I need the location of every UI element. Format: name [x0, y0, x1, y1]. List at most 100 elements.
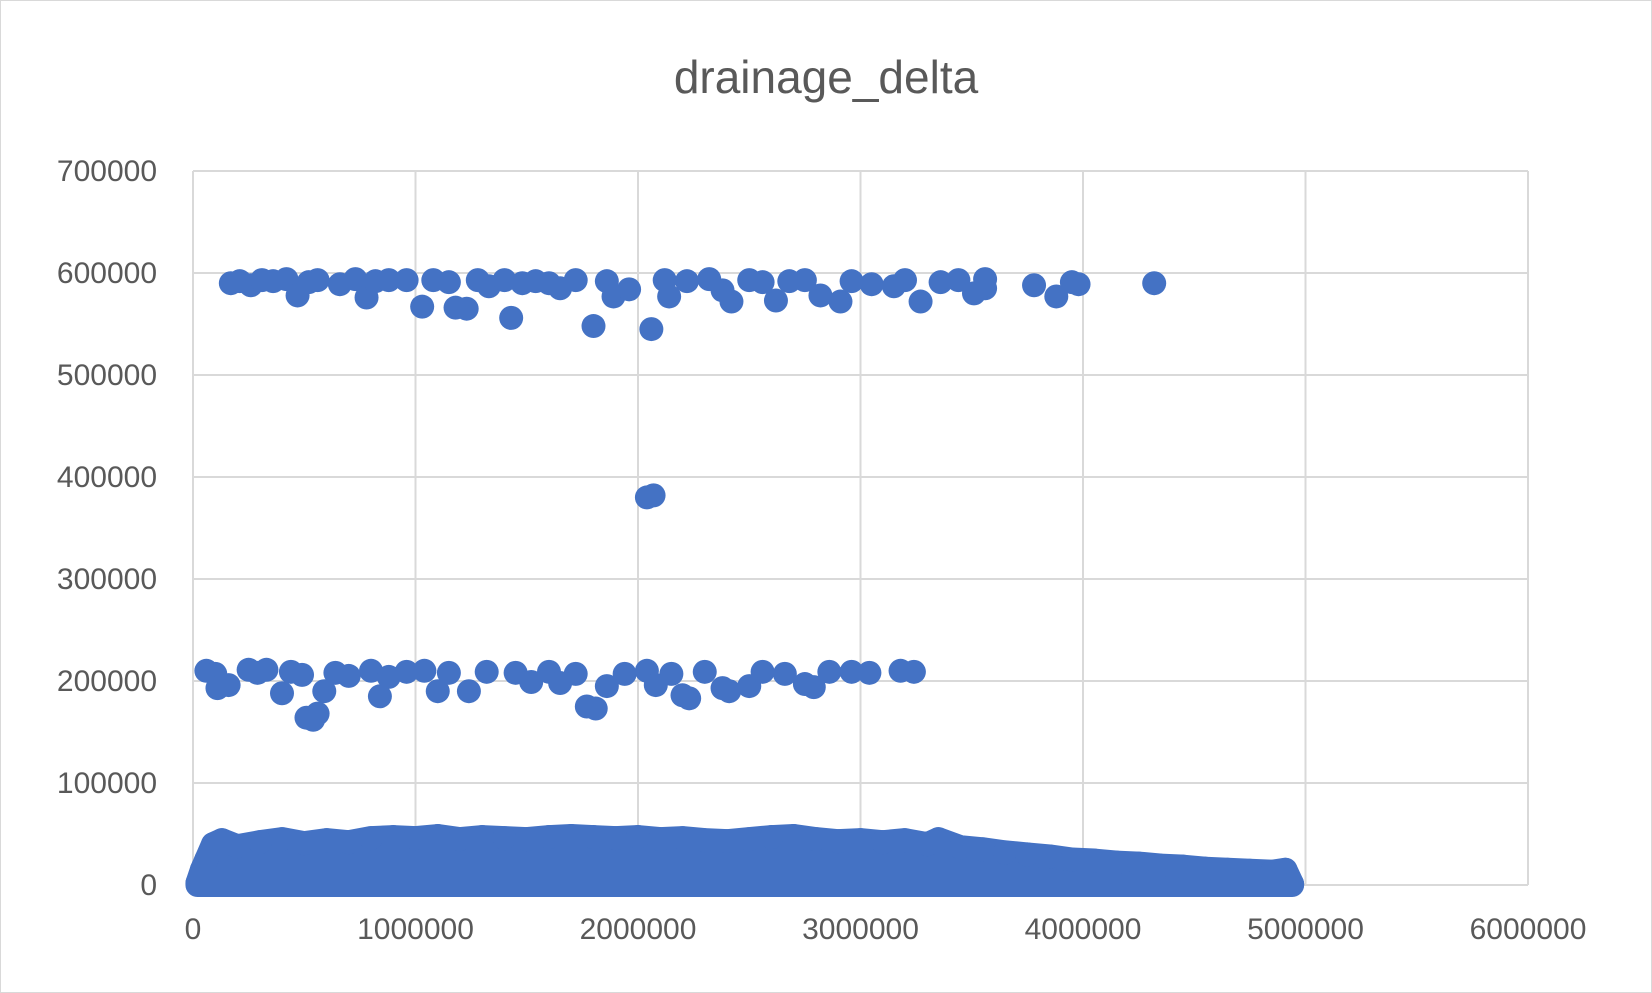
data-point	[359, 826, 383, 851]
data-point	[901, 659, 926, 684]
data-point	[1066, 272, 1091, 297]
data-point	[759, 825, 784, 850]
data-point	[474, 659, 499, 684]
data-point	[412, 658, 437, 683]
data-point	[270, 681, 294, 706]
data-point	[804, 827, 828, 852]
y-tick-label: 700000	[57, 155, 157, 188]
data-point	[719, 289, 744, 314]
data-point	[581, 314, 606, 339]
data-point	[926, 827, 951, 852]
data-point	[839, 269, 864, 294]
data-point	[973, 276, 998, 301]
y-tick-label: 0	[140, 869, 157, 902]
data-point	[1037, 844, 1062, 869]
data-point	[657, 284, 682, 309]
data-point	[1280, 871, 1305, 896]
data-point	[1215, 857, 1240, 882]
data-point	[641, 483, 666, 508]
data-point	[670, 826, 695, 851]
data-point	[470, 825, 495, 850]
data-point	[692, 828, 717, 853]
x-tick-label: 5000000	[1247, 913, 1364, 946]
data-point	[946, 268, 971, 293]
data-point	[772, 661, 797, 686]
x-tick-label: 0	[185, 913, 202, 946]
tick-layer: 0 100000 200000 300000 400000 500000 600000 700…	[57, 155, 1587, 946]
x-tick-label: 6000000	[1470, 913, 1587, 946]
data-point	[792, 268, 817, 293]
data-point	[305, 701, 330, 726]
point-layer	[185, 267, 1305, 896]
data-point	[870, 830, 895, 855]
data-point	[314, 828, 339, 853]
data-point	[848, 828, 873, 853]
data-point	[826, 829, 851, 854]
data-point	[928, 270, 953, 295]
data-point	[648, 827, 673, 852]
data-point	[563, 268, 588, 293]
data-point	[270, 827, 294, 852]
data-point	[639, 317, 664, 342]
data-point	[692, 659, 717, 684]
data-point	[492, 268, 517, 293]
data-point	[594, 674, 619, 699]
data-point	[1022, 273, 1047, 298]
data-point	[454, 296, 479, 321]
data-point	[1171, 854, 1196, 879]
data-point	[763, 288, 788, 313]
data-point	[674, 269, 699, 294]
data-point	[499, 305, 524, 330]
data-point	[559, 824, 584, 849]
data-point	[893, 268, 917, 293]
data-point	[1126, 851, 1151, 876]
data-point	[583, 696, 608, 721]
data-point	[970, 837, 995, 862]
data-point	[781, 824, 806, 849]
data-point	[808, 283, 833, 308]
data-point	[1059, 847, 1084, 872]
data-point	[492, 826, 517, 851]
y-tick-label: 600000	[57, 257, 157, 290]
data-point	[1142, 271, 1167, 296]
data-point	[343, 267, 368, 292]
data-point	[1193, 856, 1218, 881]
data-point	[715, 829, 739, 854]
y-tick-label: 200000	[57, 665, 157, 698]
data-point	[1148, 853, 1173, 878]
x-tick-label: 3000000	[802, 913, 919, 946]
data-point	[290, 662, 315, 687]
data-point	[305, 268, 330, 293]
data-point	[425, 679, 450, 704]
data-point	[817, 659, 842, 684]
data-point	[801, 675, 826, 700]
data-point	[893, 828, 917, 853]
data-point	[1044, 284, 1069, 309]
data-point	[859, 272, 884, 297]
data-point	[828, 289, 853, 314]
data-point	[603, 826, 628, 851]
y-tick-label: 400000	[57, 461, 157, 494]
data-point	[1082, 848, 1107, 873]
x-tick-label: 2000000	[580, 913, 697, 946]
data-point	[394, 659, 419, 684]
chart-title: drainage_delta	[674, 51, 979, 103]
data-point	[381, 825, 406, 850]
data-point	[659, 661, 684, 686]
data-point	[617, 277, 642, 302]
data-point	[225, 834, 250, 859]
data-point	[993, 840, 1018, 865]
data-point	[403, 826, 428, 851]
data-point	[216, 673, 241, 698]
x-tick-label: 1000000	[357, 913, 474, 946]
data-point	[839, 659, 864, 684]
data-point	[717, 679, 742, 704]
y-tick-label: 300000	[57, 563, 157, 596]
x-tick-label: 4000000	[1025, 913, 1142, 946]
data-point	[247, 830, 272, 855]
data-point	[626, 825, 650, 850]
data-point	[448, 827, 472, 852]
data-point	[292, 831, 317, 856]
data-point	[1237, 858, 1262, 883]
